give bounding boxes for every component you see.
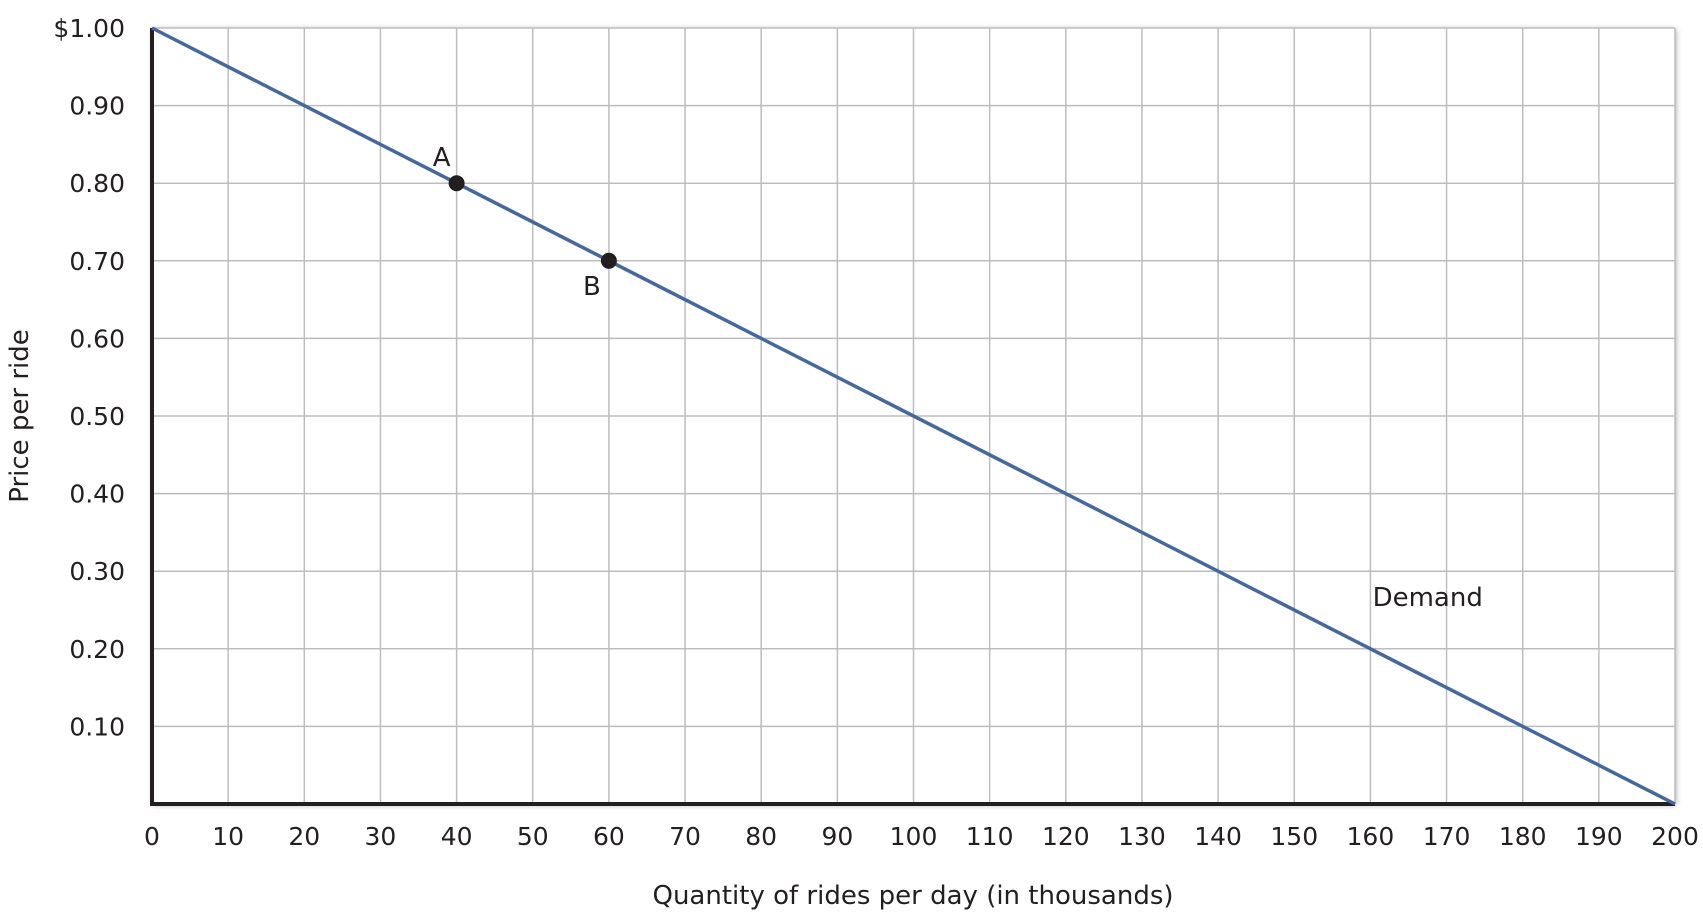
x-tick-label-170: 170 (1423, 822, 1471, 851)
x-tick-label-160: 160 (1347, 822, 1395, 851)
point-label-b: B (583, 272, 601, 302)
point-a (448, 175, 465, 192)
y-axis-title: Price per ride (5, 329, 35, 503)
x-axis-title: Quantity of rides per day (in thousands) (652, 881, 1173, 911)
x-tick-label-110: 110 (966, 822, 1014, 851)
annotations: Demand (1373, 583, 1483, 613)
y-tick-labels: 0.10 0.20 0.30 0.40 0.50 0.60 0.70 0.80 0.90 $1.0… (53, 14, 125, 741)
y-tick-label-0.1: 0.10 (69, 712, 125, 741)
x-tick-label-90: 90 (821, 822, 853, 851)
y-tick-label-0.3: 0.30 (69, 557, 125, 586)
series (151, 26, 1676, 806)
x-tick-label-130: 130 (1118, 822, 1166, 851)
x-tick-label-190: 190 (1575, 822, 1623, 851)
point-b (600, 252, 617, 269)
y-tick-label-0.9: 0.90 (69, 92, 125, 121)
annotation-demand: Demand (1373, 583, 1483, 613)
x-tick-labels: 0 10 20 30 40 50 60 70 80 90 100 110 120 130 140 150 160… (144, 822, 1699, 851)
series-line-demand (151, 26, 1676, 806)
y-tick-label-0.2: 0.20 (69, 635, 125, 664)
y-tick-label-1: $1.00 (53, 14, 125, 43)
x-tick-label-140: 140 (1194, 822, 1242, 851)
x-tick-label-180: 180 (1499, 822, 1547, 851)
x-tick-label-50: 50 (517, 822, 549, 851)
x-tick-label-150: 150 (1270, 822, 1318, 851)
y-tick-label-0.7: 0.70 (69, 247, 125, 276)
x-tick-label-10: 10 (212, 822, 244, 851)
y-tick-label-0.8: 0.80 (69, 169, 125, 198)
axes (150, 28, 1675, 806)
x-tick-label-120: 120 (1042, 822, 1090, 851)
points: AB (433, 143, 617, 302)
x-tick-label-200: 200 (1651, 822, 1699, 851)
x-tick-label-0: 0 (144, 822, 160, 851)
y-tick-label-0.5: 0.50 (69, 402, 125, 431)
y-tick-label-0.6: 0.60 (69, 324, 125, 353)
x-tick-label-30: 30 (365, 822, 397, 851)
y-tick-label-0.4: 0.40 (69, 480, 125, 509)
x-tick-label-100: 100 (890, 822, 938, 851)
x-tick-label-40: 40 (441, 822, 473, 851)
point-label-a: A (433, 143, 451, 173)
x-tick-label-60: 60 (593, 822, 625, 851)
x-tick-label-20: 20 (288, 822, 320, 851)
x-tick-label-80: 80 (745, 822, 777, 851)
x-tick-label-70: 70 (669, 822, 701, 851)
